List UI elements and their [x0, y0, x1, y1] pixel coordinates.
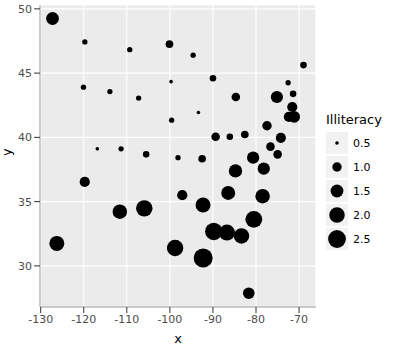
svg-text:x: x: [174, 331, 182, 346]
svg-text:-110: -110: [114, 313, 139, 326]
html-text:2.0: 2.0: [353, 208, 371, 222]
svg-text:35: 35: [18, 196, 32, 209]
html-text:1.0: 1.0: [353, 160, 371, 174]
html-text:Illiteracy: Illiteracy: [326, 112, 382, 127]
svg-text:50: 50: [18, 3, 32, 16]
svg-text:-130: -130: [28, 313, 53, 326]
svg-text:40: 40: [18, 131, 32, 144]
html-text:1.5: 1.5: [353, 184, 371, 198]
svg-text:30: 30: [18, 260, 32, 273]
html-text:2.5: 2.5: [353, 232, 371, 246]
html-text:0.5: 0.5: [353, 136, 371, 150]
svg-text:y: y: [8, 148, 14, 156]
svg-text:-90: -90: [204, 313, 222, 326]
svg-text:45: 45: [18, 67, 32, 80]
svg-text:-120: -120: [71, 313, 96, 326]
svg-text:-70: -70: [290, 313, 308, 326]
svg-text:-80: -80: [247, 313, 265, 326]
svg-text:-100: -100: [157, 313, 182, 326]
